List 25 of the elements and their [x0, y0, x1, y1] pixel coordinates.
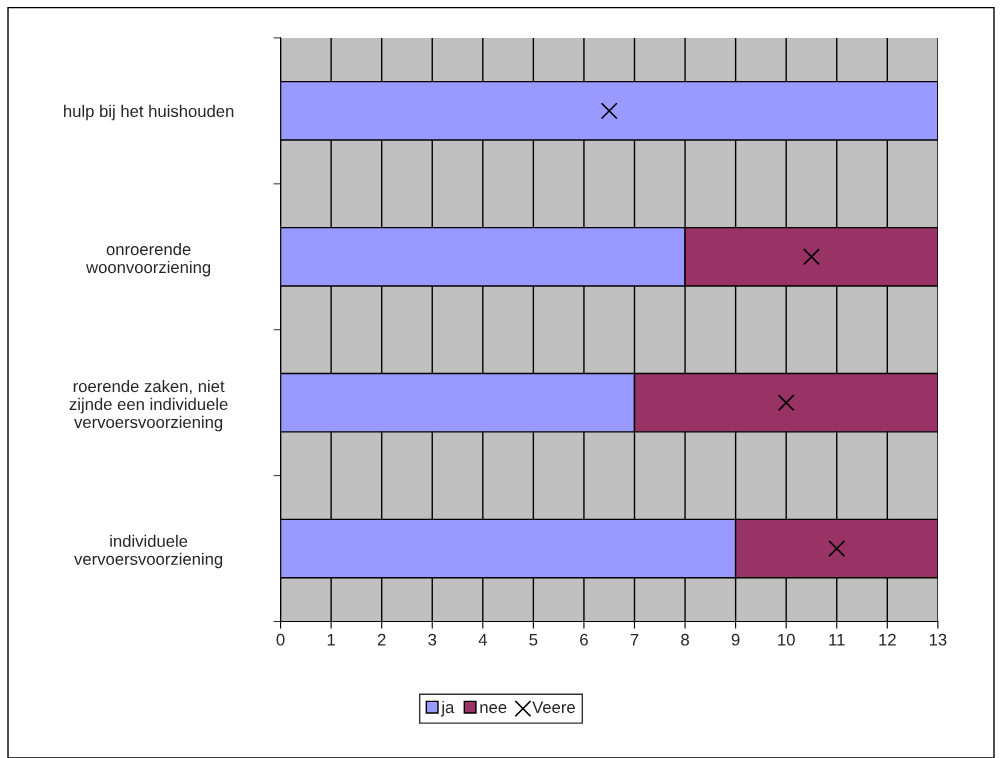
x-tick-label: 8: [681, 633, 689, 646]
legend-label: nee: [480, 704, 507, 714]
x-tick-label: 2: [377, 633, 386, 646]
x-tick-label: 0: [276, 633, 285, 646]
x-tick-label: 7: [630, 633, 639, 646]
x-tick-label: 6: [580, 633, 588, 646]
legend-label: Veere: [532, 701, 575, 714]
point: [803, 248, 820, 266]
x-tick-label: 1: [327, 633, 335, 646]
y-tick-label: individuele vervoersvoorziening: [74, 534, 223, 569]
y-tick-label: roerende zaken, niet zijnde een individuele vervoersvoorziening: [69, 379, 228, 432]
y-tick-label: hulp bij het huishouden: [64, 104, 234, 121]
x-tick-label: 11: [829, 633, 845, 646]
point: [777, 394, 795, 412]
point: [828, 540, 846, 558]
x-tick-label: 13: [929, 633, 947, 646]
y-tick-label: onroerende woonvoorziening: [86, 242, 211, 277]
x-tick-label: 5: [529, 633, 538, 646]
x-tick-label: 4: [478, 633, 487, 646]
x-tick-label: 3: [428, 633, 437, 646]
point: [600, 102, 618, 120]
legend-label: ja: [440, 700, 455, 717]
x-tick-label: 12: [879, 633, 896, 646]
x-tick-label: 9: [731, 633, 740, 646]
x-tick-label: 10: [778, 633, 795, 646]
